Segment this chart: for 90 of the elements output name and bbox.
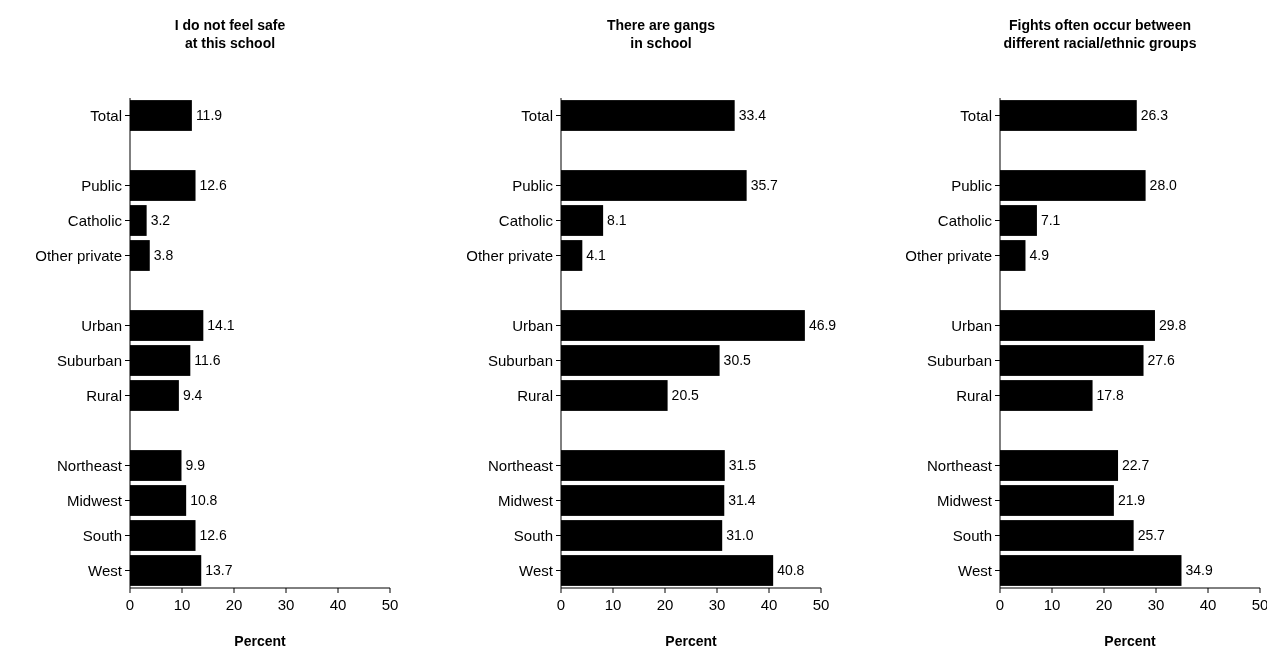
data-label: 21.9 — [1117, 492, 1146, 509]
x-tick-label: 20 — [225, 596, 243, 613]
data-label: 9.4 — [182, 387, 203, 404]
data-label: 20.5 — [671, 387, 700, 404]
data-label: 11.9 — [195, 107, 223, 124]
x-tick-label: 40 — [1199, 596, 1217, 613]
x-tick-label: 50 — [381, 596, 399, 613]
y-tick-label: Northeast — [487, 456, 554, 474]
y-tick-label: Catholic — [67, 211, 123, 229]
x-axis-title: Percent — [665, 633, 718, 649]
data-label: 30.5 — [723, 352, 752, 369]
y-tick-label: Northeast — [926, 456, 993, 474]
y-tick-label: Rural — [517, 386, 553, 404]
data-label: 29.8 — [1158, 317, 1187, 334]
y-tick-label: West — [88, 561, 123, 579]
y-tick-label: West — [519, 561, 554, 579]
y-tick-label: Public — [512, 176, 554, 194]
x-axis-title: Percent — [234, 633, 287, 649]
x-tick-label: 40 — [760, 596, 778, 613]
chart-title: Fights often occur between different racial/ethnic groups — [1003, 17, 1197, 51]
y-tick-label: Catholic — [498, 211, 554, 229]
y-tick-label: Public — [951, 176, 993, 194]
y-tick-label: West — [958, 561, 993, 579]
chart-title: There are gangs in school — [606, 17, 716, 51]
x-tick-label: 50 — [1251, 596, 1269, 613]
y-tick-label: Northeast — [56, 456, 123, 474]
y-tick-label: Suburban — [926, 351, 992, 369]
data-label: 34.9 — [1185, 562, 1213, 579]
x-tick-label: 0 — [556, 596, 566, 613]
data-label: 14.1 — [207, 317, 235, 334]
data-label: 11.6 — [194, 352, 221, 369]
x-tick-label: 20 — [656, 596, 674, 613]
y-tick-label: Suburban — [56, 351, 122, 369]
y-tick-label: Midwest — [66, 491, 123, 509]
y-tick-label: Total — [90, 106, 122, 124]
x-tick-label: 30 — [277, 596, 295, 613]
x-tick-label: 10 — [173, 596, 191, 613]
data-label: 40.8 — [777, 562, 805, 579]
data-label: 17.8 — [1096, 387, 1125, 404]
x-tick-label: 0 — [995, 596, 1005, 613]
data-label: 4.9 — [1029, 247, 1050, 264]
y-tick-label: Midwest — [497, 491, 554, 509]
x-tick-label: 50 — [812, 596, 830, 613]
y-tick-label: Urban — [951, 316, 992, 334]
data-label: 12.6 — [199, 177, 227, 194]
y-tick-label: Rural — [86, 386, 122, 404]
x-axis-title: Percent — [1104, 633, 1157, 649]
x-tick-label: 0 — [125, 596, 135, 613]
y-tick-label: Midwest — [936, 491, 993, 509]
data-label: 12.6 — [199, 527, 227, 544]
y-tick-label: Suburban — [487, 351, 553, 369]
data-label: 28.0 — [1149, 177, 1178, 194]
data-label: 13.7 — [205, 562, 233, 579]
x-tick-label: 10 — [1043, 596, 1061, 613]
y-tick-label: Urban — [512, 316, 553, 334]
x-tick-label: 30 — [708, 596, 726, 613]
data-label: 33.4 — [738, 107, 767, 124]
y-tick-label: Total — [960, 106, 992, 124]
data-label: 8.1 — [607, 212, 627, 229]
data-label: 3.2 — [150, 212, 171, 229]
x-tick-label: 20 — [1095, 596, 1113, 613]
y-tick-label: Rural — [956, 386, 992, 404]
data-label: 31.4 — [728, 492, 756, 509]
data-label: 27.6 — [1147, 352, 1175, 369]
data-label: 9.9 — [185, 457, 206, 474]
x-tick-label: 40 — [329, 596, 347, 613]
y-tick-label: South — [513, 526, 553, 544]
data-label: 46.9 — [808, 317, 837, 334]
data-label: 26.3 — [1140, 107, 1169, 124]
data-label: 4.1 — [586, 247, 606, 264]
data-label: 22.7 — [1122, 457, 1150, 474]
data-label: 3.8 — [153, 247, 174, 264]
chart-title: I do not feel safe at this school — [174, 17, 286, 51]
y-tick-label: South — [82, 526, 122, 544]
y-tick-label: Public — [81, 176, 123, 194]
data-label: 7.1 — [1040, 212, 1061, 229]
y-tick-label: Total — [521, 106, 553, 124]
y-tick-label: Urban — [81, 316, 122, 334]
y-tick-label: Other private — [35, 246, 122, 264]
y-tick-label: Other private — [466, 246, 553, 264]
data-label: 25.7 — [1137, 527, 1166, 544]
x-tick-label: 10 — [604, 596, 622, 613]
data-label: 31.5 — [728, 457, 757, 474]
data-label: 35.7 — [750, 177, 779, 194]
y-tick-label: Catholic — [937, 211, 993, 229]
data-label: 10.8 — [190, 492, 218, 509]
y-tick-label: Other private — [905, 246, 992, 264]
data-label: 31.0 — [726, 527, 754, 544]
y-tick-label: South — [952, 526, 992, 544]
x-tick-label: 30 — [1147, 596, 1165, 613]
